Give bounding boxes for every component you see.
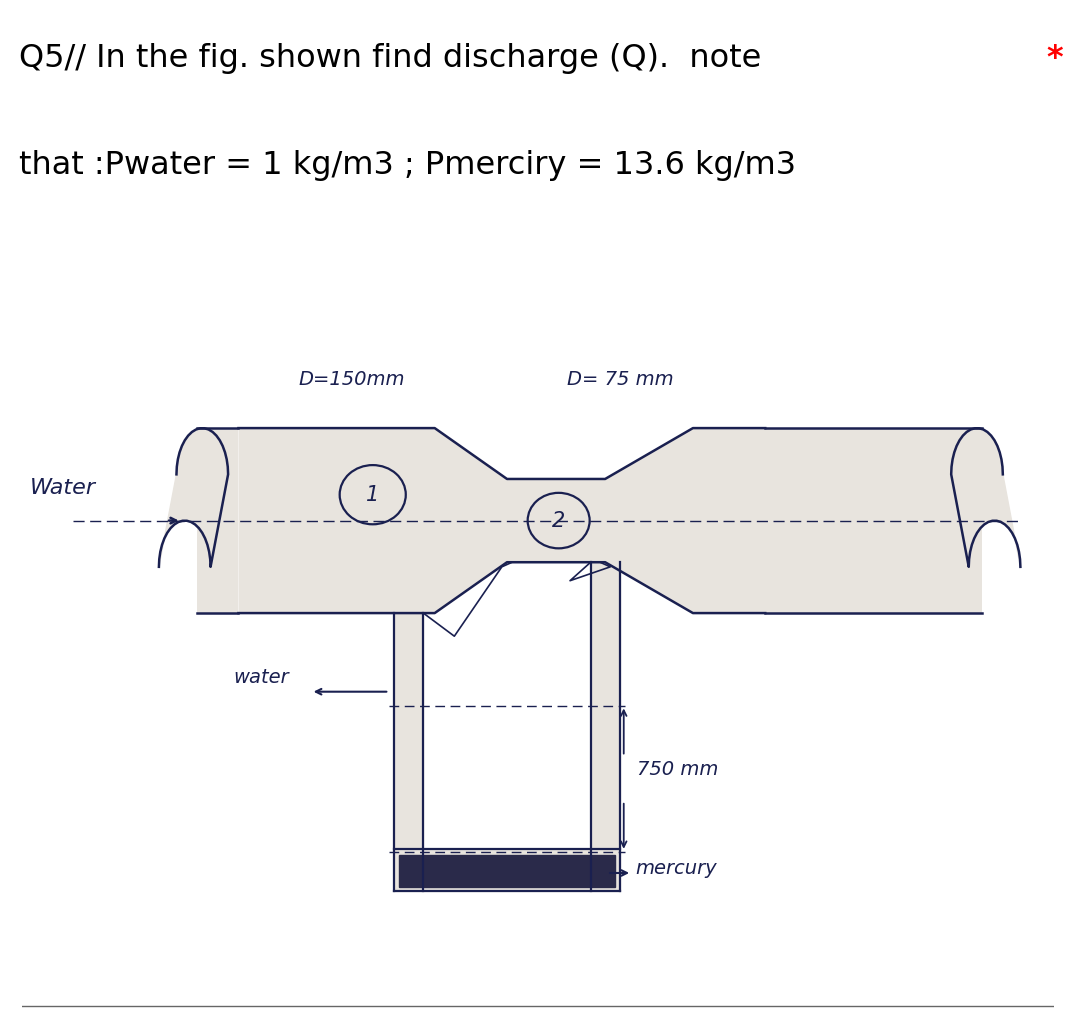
Polygon shape <box>395 613 423 848</box>
Text: 750 mm: 750 mm <box>637 760 719 779</box>
Polygon shape <box>197 428 239 613</box>
Text: mercury: mercury <box>635 859 717 878</box>
Text: D= 75 mm: D= 75 mm <box>567 371 674 389</box>
Polygon shape <box>765 428 982 613</box>
Polygon shape <box>398 856 615 887</box>
Text: Q5// In the fig. shown find discharge (Q).  note: Q5// In the fig. shown find discharge (Q… <box>19 43 762 74</box>
Text: water: water <box>233 669 288 687</box>
Polygon shape <box>951 428 1020 567</box>
Polygon shape <box>159 428 228 567</box>
Text: Water: Water <box>30 478 96 498</box>
Polygon shape <box>395 848 620 890</box>
Text: 1: 1 <box>366 485 380 504</box>
Text: that :Pwater = 1 kg/m3 ; Pmerciry = 13.6 kg/m3: that :Pwater = 1 kg/m3 ; Pmerciry = 13.6… <box>19 150 796 181</box>
Text: *: * <box>1047 43 1063 74</box>
Polygon shape <box>591 563 620 848</box>
Text: D=150mm: D=150mm <box>299 371 406 389</box>
Text: 2: 2 <box>552 510 565 531</box>
Polygon shape <box>239 428 765 613</box>
